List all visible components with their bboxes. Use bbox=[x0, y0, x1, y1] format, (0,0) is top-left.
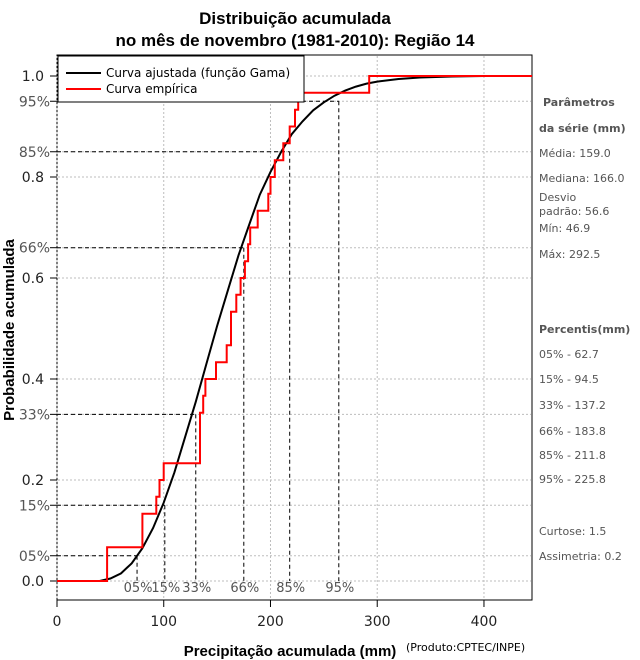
percentile-15: 15% - 94.5 bbox=[539, 373, 599, 386]
empirical-step-curve bbox=[57, 75, 532, 582]
x-percentile-label: 85% bbox=[276, 581, 305, 596]
y-percentile-label: 95% bbox=[19, 94, 50, 110]
params-title-line-1: Parâmetros bbox=[543, 96, 615, 109]
y-tick-label: 0.8 bbox=[22, 170, 44, 186]
x-tick-label: 200 bbox=[257, 614, 284, 630]
chart-title-line-2: no mês de novembro (1981-2010): Região 1… bbox=[115, 31, 475, 50]
params-title-line-2: da série (mm) bbox=[539, 122, 626, 135]
axes: 0 100 200 300 4000.00.20.40.60.81.005%15%33%… bbox=[19, 69, 497, 630]
percentiles-title: Percentis(mm) bbox=[539, 323, 630, 336]
y-percentile-label: 66% bbox=[19, 241, 50, 257]
x-axis-label: Precipitação acumulada (mm) bbox=[184, 643, 397, 660]
y-axis-label: Probabilidade acumulada bbox=[1, 238, 18, 420]
legend-label-empirical: Curva empírica bbox=[106, 82, 197, 96]
param-sd-line-1: Desvio bbox=[539, 191, 577, 204]
plot-area bbox=[56, 54, 533, 601]
percentile-85: 85% - 211.8 bbox=[539, 449, 606, 462]
percentile-33: 33% - 137.2 bbox=[539, 399, 606, 412]
x-percentile-label: 95% bbox=[325, 581, 354, 596]
x-tick-label: 400 bbox=[471, 614, 498, 630]
x-percentile-label: 33% bbox=[182, 581, 211, 596]
curves bbox=[57, 75, 532, 582]
legend-box bbox=[57, 55, 305, 103]
fitted-gamma-curve bbox=[57, 75, 532, 582]
y-tick-label: 0.4 bbox=[22, 372, 44, 388]
side-panel: Parâmetros da série (mm) Média: 159.0 Me… bbox=[539, 96, 630, 563]
x-percentile-label: 05% bbox=[124, 581, 153, 596]
percentile-05: 05% - 62.7 bbox=[539, 348, 599, 361]
legend: Curva ajustada (função Gama) Curva empír… bbox=[57, 55, 305, 103]
x-percentile-label: 66% bbox=[230, 581, 259, 596]
percentile-66: 66% - 183.8 bbox=[539, 425, 606, 438]
legend-label-fitted: Curva ajustada (função Gama) bbox=[106, 66, 290, 80]
param-max: Máx: 292.5 bbox=[539, 248, 600, 261]
y-tick-label: 0.2 bbox=[22, 473, 44, 489]
percentile-95: 95% - 225.8 bbox=[539, 473, 606, 486]
credit-label: (Produto:CPTEC/INPE) bbox=[406, 641, 525, 654]
y-percentile-label: 05% bbox=[19, 549, 50, 565]
param-min: Mín: 46.9 bbox=[539, 222, 590, 235]
y-percentile-label: 15% bbox=[19, 498, 50, 514]
y-tick-label: 1.0 bbox=[22, 69, 44, 85]
param-sd-line-2: padrão: 56.6 bbox=[539, 205, 609, 218]
y-tick-label: 0.6 bbox=[22, 271, 44, 287]
chart-title-line-1: Distribuição acumulada bbox=[199, 9, 391, 28]
y-tick-label: 0.0 bbox=[22, 574, 44, 590]
x-tick-label: 0 bbox=[53, 614, 62, 630]
x-percentile-label: 15% bbox=[151, 581, 180, 596]
param-median: Mediana: 166.0 bbox=[539, 172, 624, 185]
kurtosis: Curtose: 1.5 bbox=[539, 525, 606, 538]
x-tick-label: 100 bbox=[150, 614, 177, 630]
param-mean: Média: 159.0 bbox=[539, 147, 611, 160]
skewness: Assimetria: 0.2 bbox=[539, 550, 622, 563]
y-percentile-label: 33% bbox=[19, 407, 50, 423]
y-percentile-label: 85% bbox=[19, 145, 50, 161]
x-tick-label: 300 bbox=[364, 614, 391, 630]
